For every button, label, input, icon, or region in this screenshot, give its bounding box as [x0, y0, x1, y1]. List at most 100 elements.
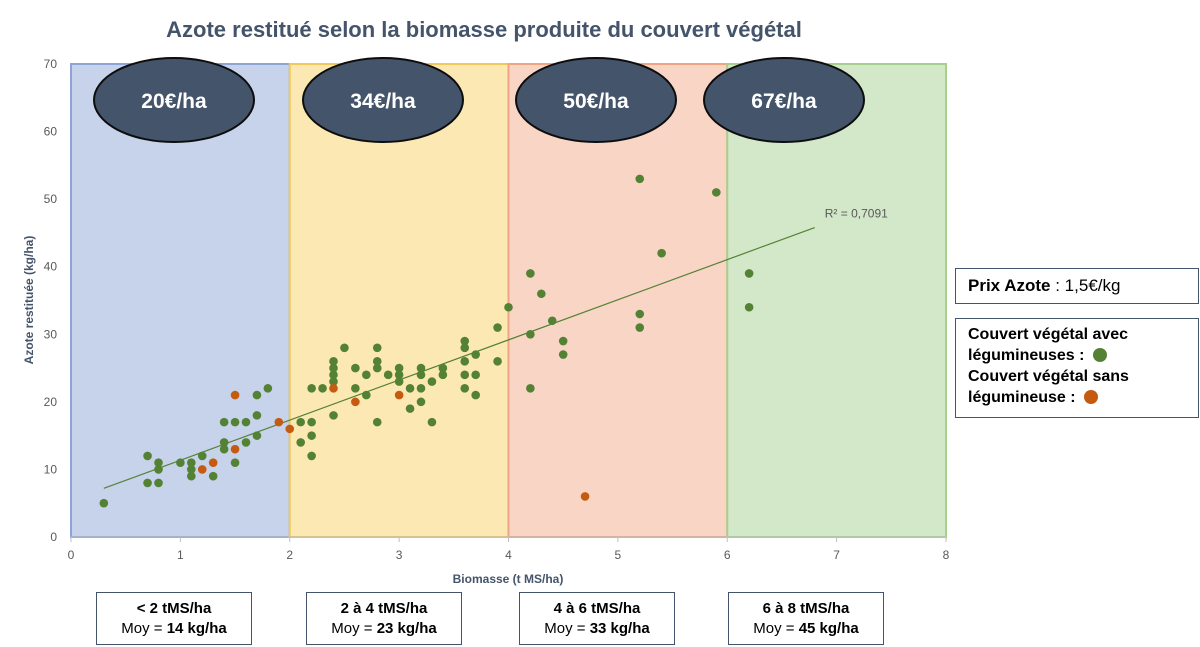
range-label: < 2 tMS/ha — [136, 600, 212, 617]
point-with-legumes — [252, 390, 262, 400]
prix-label: Prix Azote — [968, 276, 1051, 295]
y-tick-label: 40 — [44, 260, 58, 274]
point-with-legumes — [405, 404, 415, 413]
moy-label: Moy = — [331, 620, 377, 637]
point-with-legumes — [197, 451, 207, 461]
point-with-legumes — [329, 357, 338, 366]
legend-line-without-2: légumineuse : — [968, 387, 1198, 408]
price-label-1: 20€/ha — [141, 90, 207, 113]
point-with-legumes — [416, 370, 426, 380]
range-box-1: < 2 tMS/ha Moy = 14 kg/ha — [96, 592, 252, 645]
point-with-legumes — [307, 431, 316, 440]
point-with-legumes — [208, 471, 218, 481]
price-band-3 — [507, 63, 729, 538]
point-with-legumes — [362, 390, 371, 400]
point-with-legumes — [526, 329, 535, 339]
point-without-legumes — [351, 397, 360, 407]
x-tick-label: 0 — [68, 548, 75, 562]
range-box-3: 4 à 6 tMS/ha Moy = 33 kg/ha — [519, 592, 675, 645]
price-labels: 20€/ha 34€/ha 50€/ha 67€/ha — [93, 57, 865, 143]
point-with-legumes — [526, 269, 535, 278]
point-with-legumes — [372, 363, 382, 373]
point-with-legumes — [405, 384, 415, 393]
moy-label: Moy = — [753, 620, 799, 637]
point-with-legumes — [340, 343, 349, 353]
y-tick-label: 30 — [44, 327, 58, 341]
point-with-legumes — [154, 458, 163, 467]
point-with-legumes — [307, 451, 316, 461]
point-with-legumes — [351, 363, 360, 373]
point-with-legumes — [383, 370, 393, 380]
point-with-legumes — [219, 444, 229, 454]
point-without-legumes — [329, 384, 338, 393]
prix-value: : 1,5€/kg — [1050, 276, 1121, 295]
point-with-legumes — [460, 370, 470, 380]
y-tick-label: 70 — [44, 57, 58, 71]
point-with-legumes — [241, 417, 251, 427]
point-with-legumes — [187, 465, 196, 474]
point-with-legumes — [219, 417, 229, 427]
x-tick-label: 7 — [833, 548, 840, 562]
point-with-legumes — [362, 370, 371, 380]
point-without-legumes — [208, 458, 218, 467]
point-with-legumes — [394, 363, 404, 373]
point-with-legumes — [471, 350, 480, 359]
range-label: 6 à 8 tMS/ha — [762, 600, 850, 617]
orange-dot-icon — [1084, 390, 1099, 404]
point-with-legumes — [372, 343, 382, 353]
price-label-3: 50€/ha — [563, 90, 629, 113]
point-with-legumes — [635, 309, 645, 319]
legend-line-with-1: Couvert végétal avec — [968, 326, 1129, 343]
point-with-legumes — [460, 343, 470, 353]
point-with-legumes — [504, 302, 513, 312]
point-with-legumes — [329, 411, 338, 420]
point-with-legumes — [230, 417, 240, 427]
y-tick-label: 10 — [44, 462, 58, 476]
moy-value: 14 kg/ha — [166, 620, 227, 637]
point-with-legumes — [427, 417, 437, 427]
x-tick-label: 4 — [505, 548, 512, 562]
moy-label: Moy = — [544, 620, 590, 637]
point-with-legumes — [635, 323, 645, 332]
point-with-legumes — [187, 471, 196, 481]
axes: 0 1 2 3 4 5 6 7 8 0 10 20 30 40 50 60 70 — [44, 57, 950, 562]
point-with-legumes — [460, 336, 470, 346]
moy-value: 33 kg/ha — [589, 620, 650, 637]
point-without-legumes — [285, 424, 295, 434]
point-with-legumes — [241, 438, 251, 447]
point-with-legumes — [143, 451, 152, 461]
point-with-legumes — [372, 417, 382, 427]
x-tick-label: 5 — [615, 548, 622, 562]
point-with-legumes — [296, 438, 305, 447]
prix-azote-box: Prix Azote : 1,5€/kg — [955, 268, 1199, 304]
point-with-legumes — [526, 384, 535, 393]
moy-value: 45 kg/ha — [798, 620, 859, 637]
point-with-legumes — [329, 363, 338, 373]
point-with-legumes — [372, 357, 382, 366]
point-with-legumes — [99, 498, 109, 508]
range-label: 4 à 6 tMS/ha — [553, 600, 641, 617]
legend-line-without-1: Couvert végétal sans — [968, 368, 1129, 385]
range-box-4: 6 à 8 tMS/ha Moy = 45 kg/ha — [728, 592, 884, 645]
point-with-legumes — [351, 384, 360, 393]
point-with-legumes — [154, 478, 163, 488]
point-with-legumes — [329, 370, 338, 380]
point-with-legumes — [438, 363, 448, 373]
moy-value: 23 kg/ha — [376, 620, 437, 637]
point-with-legumes — [394, 370, 404, 380]
point-with-legumes — [547, 316, 557, 326]
point-with-legumes — [187, 458, 196, 467]
moy-label: Moy = — [121, 620, 167, 637]
point-with-legumes — [154, 465, 163, 474]
legend-label-without: légumineuse : — [968, 389, 1081, 406]
point-with-legumes — [427, 377, 437, 386]
point-with-legumes — [712, 188, 721, 197]
x-tick-label: 1 — [177, 548, 184, 562]
y-axis-title: Azote restituée (kg/ha) — [22, 236, 36, 365]
y-tick-label: 50 — [44, 192, 58, 206]
point-with-legumes — [219, 438, 229, 447]
range-box-2: 2 à 4 tMS/ha Moy = 23 kg/ha — [306, 592, 462, 645]
point-with-legumes — [493, 323, 502, 332]
x-axis-title: Biomasse (t MS/ha) — [453, 572, 564, 586]
x-tick-label: 6 — [724, 548, 731, 562]
